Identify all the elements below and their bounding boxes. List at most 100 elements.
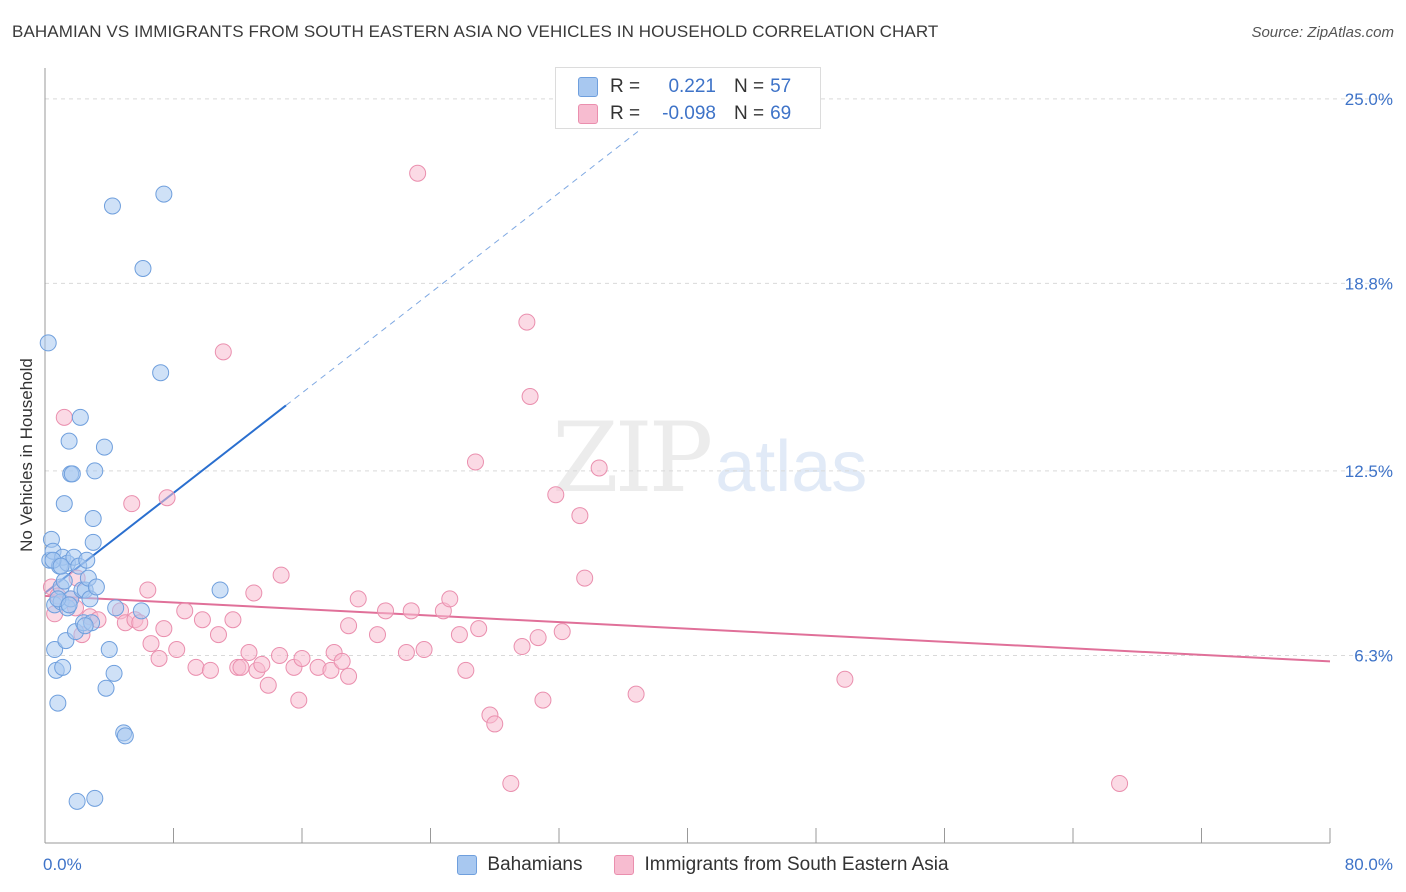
bahamian-point — [49, 694, 67, 712]
immigrant-point — [529, 629, 547, 647]
immigrant-point — [333, 652, 351, 670]
immigrant-point — [502, 774, 520, 792]
immigrant-point — [340, 617, 358, 635]
immigrant-point — [293, 649, 311, 667]
immigrant-point — [139, 581, 157, 599]
source-credit: Source: ZipAtlas.com — [1251, 24, 1394, 41]
immigrant-point — [142, 635, 160, 653]
y-tick-label: 25.0% — [1345, 90, 1393, 109]
bahamian-point — [100, 641, 118, 659]
bahamian-point — [55, 572, 73, 590]
bahamian-point — [71, 408, 89, 426]
bahamian-point — [60, 596, 78, 614]
immigrant-point — [349, 590, 367, 608]
n-label: N = — [734, 103, 765, 124]
immigrant-point — [590, 459, 608, 477]
blue-swatch-icon — [578, 77, 598, 97]
bahamian-point — [78, 551, 96, 569]
immigrant-point — [547, 486, 565, 504]
bahamian-trend-extension — [285, 92, 688, 406]
x-tick-label: 0.0% — [43, 855, 82, 874]
bahamian-point — [86, 462, 104, 480]
immigrant-point — [272, 566, 290, 584]
bahamian-point — [76, 617, 94, 635]
immigrant-point — [627, 685, 645, 703]
bahamian-point — [87, 578, 105, 596]
r-value: 0.221 — [668, 76, 716, 97]
bahamian-point — [55, 495, 73, 513]
r-label: R = — [610, 103, 641, 124]
y-tick-label: 12.5% — [1345, 462, 1393, 481]
legend-item-bahamians: Bahamians — [457, 854, 582, 876]
bahamian-point — [39, 334, 57, 352]
n-value: 69 — [770, 103, 792, 124]
bahamian-point — [134, 260, 152, 278]
bahamian-point — [52, 557, 70, 575]
r-value: -0.098 — [662, 103, 716, 124]
immigrant-point — [187, 658, 205, 676]
immigrant-point — [457, 661, 475, 679]
immigrant-point — [513, 638, 531, 656]
immigrant-point — [402, 602, 420, 620]
immigrant-point — [553, 623, 571, 641]
immigrant-point — [214, 343, 232, 361]
legend-label: Bahamians — [487, 854, 583, 875]
x-tick-label: 80.0% — [1345, 855, 1393, 874]
immigrant-point — [176, 602, 194, 620]
immigrant-point — [409, 164, 427, 182]
immigrant-point — [232, 658, 250, 676]
immigrant-point — [271, 646, 289, 664]
immigrant-point — [168, 641, 186, 659]
bahamian-point — [155, 185, 173, 203]
immigrant-point — [290, 691, 308, 709]
legend-label: Immigrants from South Eastern Asia — [644, 854, 949, 875]
immigrant-point — [245, 584, 263, 602]
immigrant-point — [55, 408, 73, 426]
bahamian-point — [97, 679, 115, 697]
immigrant-point — [150, 649, 168, 667]
legend-item-immigrants: Immigrants from South Eastern Asia — [614, 854, 949, 876]
bahamian-point — [107, 599, 125, 617]
bahamian-point — [152, 364, 170, 382]
bahamian-point — [132, 602, 150, 620]
watermark-zip: ZIP — [552, 402, 713, 514]
immigrant-point — [397, 643, 415, 661]
immigrant-point — [836, 670, 854, 688]
immigrant-point — [415, 641, 433, 659]
legend-row-immigrants: R = -0.098 N = 69 — [578, 102, 791, 126]
immigrant-point — [576, 569, 594, 587]
immigrant-point — [123, 495, 141, 513]
immigrant-point — [193, 611, 211, 629]
immigrant-point — [518, 313, 536, 331]
pink-swatch-icon — [578, 104, 598, 124]
chart-title: BAHAMIAN VS IMMIGRANTS FROM SOUTH EASTER… — [12, 22, 939, 41]
bahamian-point — [86, 789, 104, 807]
blue-swatch-icon — [457, 855, 478, 875]
n-value: 57 — [770, 76, 792, 97]
y-tick-label: 18.8% — [1345, 274, 1393, 293]
immigrant-point — [377, 602, 395, 620]
bahamian-point — [63, 465, 81, 483]
pink-swatch-icon — [614, 855, 635, 875]
immigrant-point — [521, 388, 539, 406]
immigrant-point — [201, 661, 219, 679]
immigrant-point — [322, 661, 340, 679]
immigrant-point — [368, 626, 386, 644]
bahamian-point — [84, 510, 102, 528]
immigrant-point — [209, 626, 227, 644]
immigrant-point — [240, 643, 258, 661]
immigrant-point — [155, 620, 173, 638]
immigrant-point — [253, 655, 271, 673]
immigrant-point — [470, 620, 488, 638]
immigrant-point — [158, 489, 176, 507]
n-label: N = — [734, 76, 765, 97]
immigrant-point — [534, 691, 552, 709]
immigrant-point — [486, 715, 504, 733]
bahamian-point — [105, 664, 123, 682]
grid-lines — [45, 98, 1392, 656]
immigrant-point — [1111, 774, 1129, 792]
bahamian-point — [60, 432, 78, 450]
immigrant-trend-line — [44, 594, 1331, 663]
bahamian-point — [211, 581, 229, 599]
